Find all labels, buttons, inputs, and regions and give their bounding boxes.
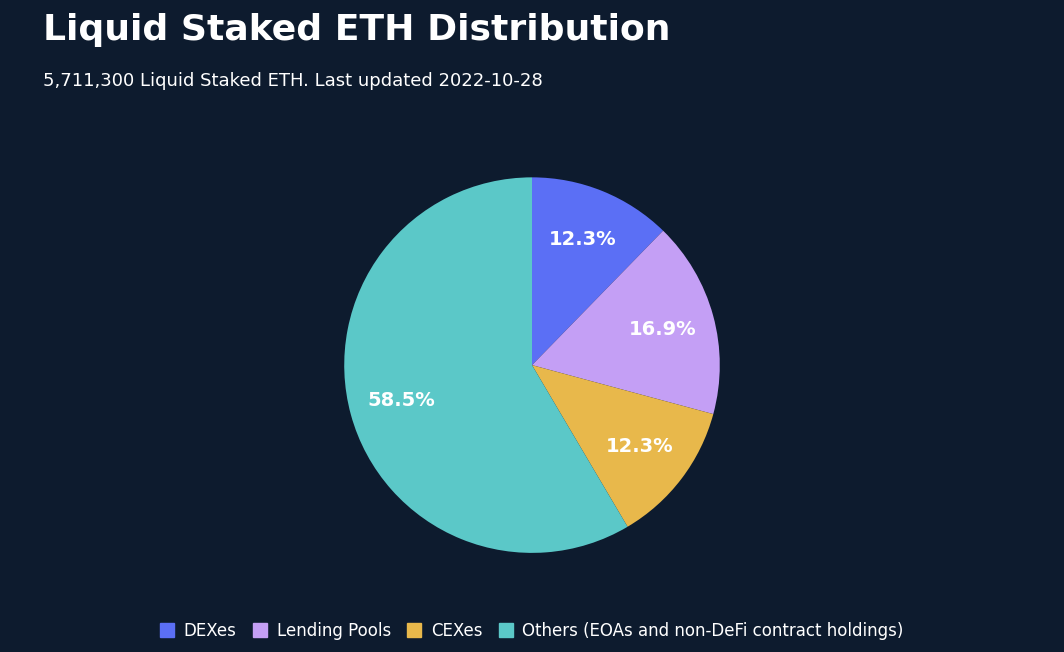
Text: Liquid Staked ETH Distribution: Liquid Staked ETH Distribution — [43, 13, 670, 47]
Text: 12.3%: 12.3% — [549, 230, 617, 250]
Wedge shape — [345, 177, 628, 553]
Text: 5,711,300 Liquid Staked ETH. Last updated 2022-10-28: 5,711,300 Liquid Staked ETH. Last update… — [43, 72, 543, 90]
Legend: DEXes, Lending Pools, CEXes, Others (EOAs and non-DeFi contract holdings): DEXes, Lending Pools, CEXes, Others (EOA… — [152, 613, 912, 648]
Text: 12.3%: 12.3% — [605, 437, 674, 456]
Wedge shape — [532, 177, 663, 365]
Text: 16.9%: 16.9% — [629, 320, 696, 339]
Text: 58.5%: 58.5% — [368, 391, 435, 410]
Wedge shape — [532, 231, 719, 414]
Wedge shape — [532, 365, 713, 527]
